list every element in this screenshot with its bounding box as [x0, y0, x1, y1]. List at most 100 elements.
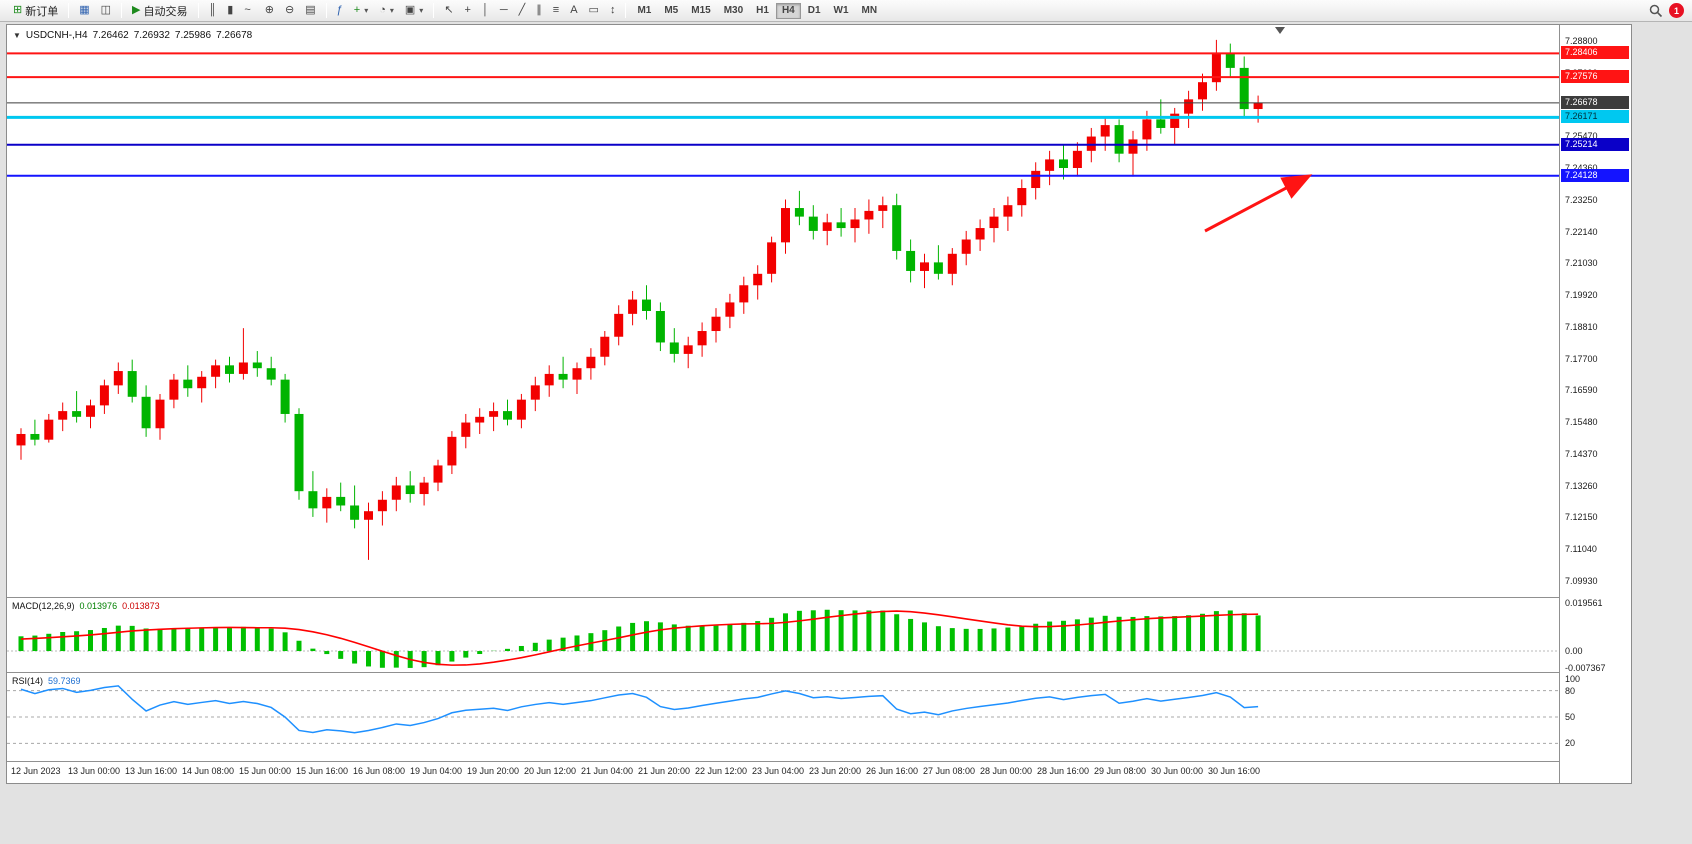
- rsi-axis[interactable]: 100 80 50 20: [1560, 673, 1632, 761]
- price-tick: 7.19920: [1565, 290, 1598, 301]
- text-tool-button[interactable]: A: [565, 2, 582, 20]
- horizontal-line-icon: ─: [499, 4, 508, 16]
- macd-chart-canvas[interactable]: [7, 598, 1559, 672]
- notification-badge[interactable]: 1: [1669, 3, 1684, 18]
- new-order-label: 新订单: [25, 5, 59, 18]
- new-order-button[interactable]: ⊞ 新订单: [8, 2, 63, 20]
- periods-button[interactable]: ◔ ▾: [374, 2, 399, 20]
- timeframe-mn[interactable]: MN: [856, 3, 884, 19]
- timeframe-m5[interactable]: M5: [658, 3, 684, 19]
- fibonacci-tool-button[interactable]: ≡: [548, 2, 564, 20]
- arrows-tool-button[interactable]: ↕: [605, 2, 621, 20]
- zoom-group: ⊕ ⊖ ▤: [258, 2, 323, 20]
- autotrading-button[interactable]: ▶ 自动交易: [127, 2, 192, 20]
- trendline-tool-button[interactable]: ╱: [514, 2, 531, 20]
- timeframe-h1[interactable]: H1: [750, 3, 775, 19]
- pane-separator[interactable]: [7, 597, 1631, 598]
- price-badge: 7.28406: [1561, 46, 1629, 60]
- toolbar-separator: [121, 3, 123, 18]
- rsi-chart-canvas[interactable]: [7, 673, 1559, 761]
- time-label: 19 Jun 04:00: [410, 766, 463, 776]
- time-label: 19 Jun 20:00: [467, 766, 520, 776]
- price-tick: 7.12150: [1565, 512, 1598, 523]
- dropdown-caret-icon: ▾: [419, 6, 424, 15]
- zoom-in-icon: ⊕: [264, 4, 275, 16]
- price-tick: 7.09930: [1565, 575, 1598, 586]
- rsi-pane[interactable]: RSI(14) 59.7369: [7, 673, 1559, 761]
- templates-icon: ▣: [404, 4, 416, 16]
- rsi-name: RSI(14): [12, 676, 44, 686]
- ohlc-high: 7.26932: [133, 30, 170, 41]
- macd-pane[interactable]: MACD(12,26,9) 0.013976 0.013873: [7, 598, 1559, 672]
- price-pane[interactable]: ▼ USDCNH-,H4 7.26462 7.26932 7.25986 7.2…: [7, 25, 1559, 597]
- time-axis[interactable]: 12 Jun 2023 13 Jun 00:00 13 Jun 16:00 14 Ju…: [7, 762, 1559, 783]
- toolbar-separator: [197, 3, 199, 18]
- search-icon[interactable]: [1649, 4, 1663, 18]
- pane-separator[interactable]: [7, 761, 1631, 762]
- price-axis-column[interactable]: 7.288007.276907.265807.254707.243607.232…: [1559, 25, 1631, 783]
- timeframe-w1[interactable]: W1: [828, 3, 855, 19]
- label-tool-button[interactable]: ▭: [584, 2, 604, 20]
- bar-chart-button[interactable]: ║: [204, 2, 222, 20]
- time-label: 28 Jun 00:00: [980, 766, 1033, 776]
- chart-shift-marker-icon[interactable]: [1275, 27, 1285, 34]
- indicators-button[interactable]: ƒ: [332, 2, 348, 20]
- macd-label: MACD(12,26,9) 0.013976 0.013873: [12, 601, 160, 611]
- timeframe-m15[interactable]: M15: [685, 3, 716, 19]
- price-tick: 7.22140: [1565, 226, 1598, 237]
- pane-separator[interactable]: [7, 672, 1631, 673]
- vertical-line-tool-button[interactable]: │: [477, 2, 494, 20]
- vertical-line-icon: │: [481, 4, 489, 16]
- time-label: 21 Jun 20:00: [638, 766, 691, 776]
- time-label: 13 Jun 16:00: [125, 766, 178, 776]
- timeframe-m1[interactable]: M1: [631, 3, 657, 19]
- timeframe-h4[interactable]: H4: [775, 2, 801, 19]
- chart-window: ▼ USDCNH-,H4 7.26462 7.26932 7.25986 7.2…: [6, 24, 1632, 784]
- one-click-trading-expander-icon[interactable]: ▼: [13, 31, 21, 40]
- timeframe-m30[interactable]: M30: [718, 3, 749, 19]
- ohlc-close: 7.26678: [216, 30, 253, 41]
- price-tick: 7.23250: [1565, 194, 1598, 205]
- price-chart-canvas[interactable]: [7, 25, 1559, 597]
- zoom-out-button[interactable]: ⊖: [280, 2, 299, 20]
- channel-tool-button[interactable]: ∥: [531, 2, 547, 20]
- fibonacci-icon: ≡: [552, 4, 560, 16]
- time-label: 23 Jun 20:00: [809, 766, 862, 776]
- tile-windows-button[interactable]: ▤: [300, 2, 320, 20]
- crosshair-icon: +: [464, 4, 471, 16]
- zoom-in-button[interactable]: ⊕: [260, 2, 279, 20]
- time-label: 29 Jun 08:00: [1094, 766, 1147, 776]
- cursor-tool-button[interactable]: ↖: [439, 2, 458, 20]
- macd-value-main: 0.013976: [79, 601, 118, 611]
- price-tick: 7.16590: [1565, 385, 1598, 396]
- price-axis[interactable]: 7.288007.276907.265807.254707.243607.232…: [1560, 25, 1632, 597]
- ohlc-low: 7.25986: [174, 30, 212, 41]
- order-group: ⊞ 新订单: [6, 2, 65, 20]
- add-indicator-icon: +: [353, 4, 361, 16]
- line-chart-button[interactable]: ~: [239, 2, 255, 20]
- market-watch-button[interactable]: ◫: [96, 2, 116, 20]
- window-group: ▦ ◫: [72, 2, 118, 20]
- crosshair-tool-button[interactable]: +: [460, 2, 476, 20]
- price-tick: 7.21030: [1565, 258, 1598, 269]
- time-label: 27 Jun 08:00: [923, 766, 976, 776]
- autotrading-play-icon: ▶: [132, 4, 141, 16]
- time-label: 13 Jun 00:00: [68, 766, 121, 776]
- add-indicator-button[interactable]: + ▾: [349, 2, 373, 20]
- macd-axis[interactable]: 0.019561 0.00 -0.007367: [1560, 598, 1632, 673]
- charts-grid-button[interactable]: ▦: [74, 2, 94, 20]
- chart-type-group: ║ ▮ ~: [202, 2, 258, 20]
- ohlc-open: 7.26462: [92, 30, 129, 41]
- time-label: 14 Jun 08:00: [182, 766, 235, 776]
- price-tick: 7.24360: [1565, 163, 1598, 173]
- rsi-axis-label: 80: [1565, 685, 1576, 696]
- toolbar-right: 1: [1649, 3, 1686, 18]
- candlestick-chart-button[interactable]: ▮: [222, 2, 238, 20]
- time-label: 22 Jun 12:00: [695, 766, 748, 776]
- bar-chart-icon: ║: [208, 4, 217, 16]
- templates-button[interactable]: ▣ ▾: [400, 2, 428, 20]
- price-tick: 7.17700: [1565, 353, 1598, 364]
- timeframe-d1[interactable]: D1: [802, 3, 827, 19]
- macd-axis-max: 0.019561: [1565, 598, 1603, 608]
- horizontal-line-tool-button[interactable]: ─: [495, 2, 513, 20]
